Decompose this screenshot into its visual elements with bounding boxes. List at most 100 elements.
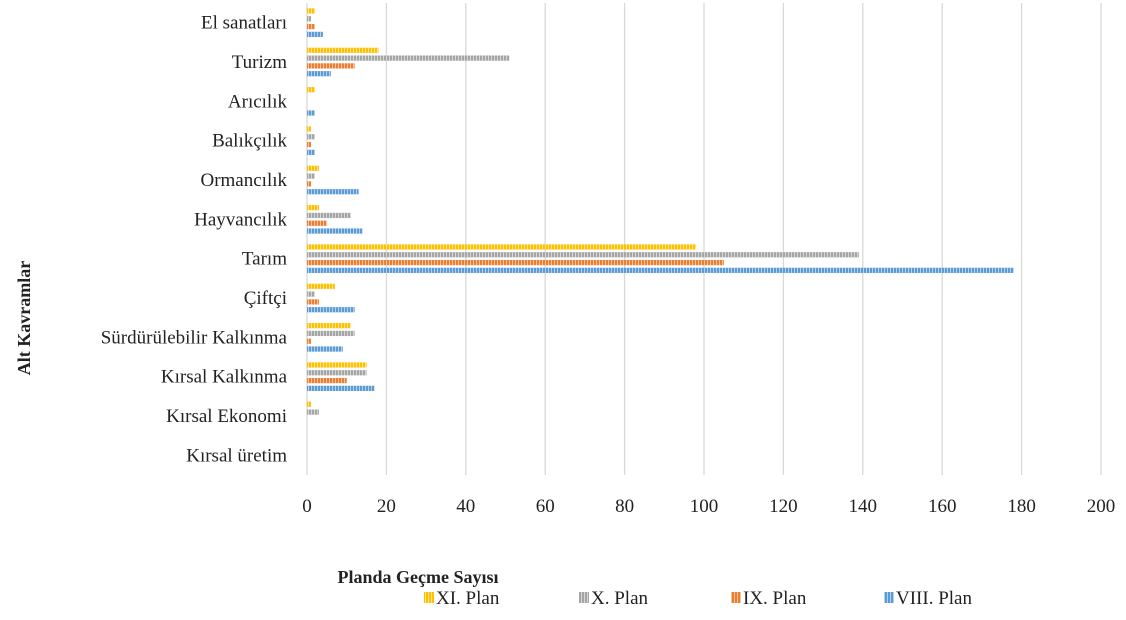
bar: [307, 134, 315, 140]
bar: [307, 409, 319, 415]
category-label: El sanatları: [201, 13, 287, 34]
bar: [307, 149, 315, 155]
bar-texture: [307, 126, 311, 132]
bar-texture: [307, 409, 319, 415]
legend-swatch-texture: [579, 592, 589, 603]
bar: [307, 323, 351, 329]
bar-texture: [307, 370, 367, 376]
category-label: Balıkçılık: [212, 131, 287, 152]
bar-texture: [307, 252, 859, 258]
x-tick-labels: 0 20 40 60 80 100 120 140 160 180 200: [302, 496, 1115, 517]
x-axis-title: Planda Geçme Sayısı: [338, 567, 499, 587]
bar-texture: [307, 283, 335, 289]
bar: [307, 141, 311, 148]
category-label: Kırsal Kalkınma: [161, 367, 288, 388]
bar: [307, 63, 355, 69]
bar: [307, 31, 323, 37]
bar: [307, 165, 319, 171]
category-label: Çiftçi: [244, 288, 287, 309]
bar: [307, 346, 343, 352]
legend-label: X. Plan: [591, 588, 649, 609]
legend-label: IX. Plan: [743, 588, 807, 609]
bar: [307, 110, 315, 116]
x-tick-label: 100: [690, 496, 719, 517]
bar: [307, 126, 311, 132]
bar-texture: [307, 228, 363, 234]
bar: [307, 401, 311, 407]
legend-item: XI. Plan: [424, 588, 500, 609]
bar: [307, 330, 355, 337]
bar-texture: [307, 181, 311, 187]
bar-texture: [307, 165, 319, 171]
bar: [307, 71, 331, 77]
bar: [307, 47, 379, 53]
bar-texture: [307, 385, 375, 391]
bar-texture: [307, 212, 351, 219]
bar-texture: [307, 71, 331, 77]
legend-label: VIII. Plan: [896, 588, 972, 609]
bar-texture: [307, 377, 347, 384]
category-label: Kırsal üretim: [186, 445, 287, 466]
bar: [307, 307, 355, 313]
bar: [307, 259, 724, 266]
x-tick-label: 60: [536, 496, 555, 517]
category-label: Kırsal Ekonomi: [166, 406, 287, 427]
bar-texture: [307, 346, 343, 352]
x-tick-label: 80: [615, 496, 634, 517]
x-tick-label: 160: [928, 496, 957, 517]
bar: [307, 87, 315, 93]
x-tick-label: 20: [377, 496, 396, 517]
bar-texture: [307, 291, 315, 297]
bar: [307, 385, 375, 391]
legend-swatch-texture: [424, 592, 434, 603]
bar: [307, 212, 351, 219]
bar: [307, 23, 315, 30]
bar: [307, 173, 315, 179]
bar-texture: [307, 189, 359, 195]
bar-texture: [307, 141, 311, 148]
bars: [307, 8, 1014, 415]
bar-texture: [307, 220, 327, 226]
category-label: Arıcılık: [228, 91, 288, 112]
bar: [307, 55, 510, 61]
bar-texture: [307, 110, 315, 116]
category-labels: El sanatları Turizm Arıcılık Balıkçılık Orma…: [101, 13, 288, 467]
x-tick-label: 200: [1087, 496, 1116, 517]
legend-swatch-texture: [731, 592, 741, 603]
bar-texture: [307, 299, 319, 305]
legend-item: VIII. Plan: [884, 588, 972, 609]
bar-texture: [307, 259, 724, 266]
bar-texture: [307, 401, 311, 407]
bar: [307, 299, 319, 305]
bar: [307, 283, 335, 289]
category-label: Hayvancılık: [194, 209, 287, 230]
bar-texture: [307, 173, 315, 179]
category-label: Ormancılık: [200, 170, 287, 191]
category-label: Turizm: [232, 52, 287, 73]
bar-texture: [307, 31, 323, 37]
x-tick-label: 140: [849, 496, 878, 517]
legend-item: X. Plan: [579, 588, 649, 609]
bar: [307, 291, 315, 297]
bar-texture: [307, 87, 315, 93]
bar: [307, 8, 315, 14]
legend-label: XI. Plan: [436, 588, 500, 609]
bar-texture: [307, 244, 697, 250]
bar-texture: [307, 307, 355, 313]
category-label: Tarım: [242, 249, 287, 270]
y-axis-title: Alt Kavramlar: [14, 261, 34, 375]
bar: [307, 252, 859, 258]
bar-texture: [307, 205, 319, 211]
bar-texture: [307, 330, 355, 337]
bar-texture: [307, 16, 311, 22]
bar: [307, 338, 311, 344]
bar-texture: [307, 149, 315, 155]
bar: [307, 205, 319, 211]
x-tick-label: 120: [769, 496, 798, 517]
bar: [307, 370, 367, 376]
bar: [307, 181, 311, 187]
legend-swatch-texture: [884, 592, 894, 603]
legend: XI. Plan X. Plan IX. Plan VIII. Plan: [424, 588, 972, 609]
x-tick-label: 40: [456, 496, 475, 517]
